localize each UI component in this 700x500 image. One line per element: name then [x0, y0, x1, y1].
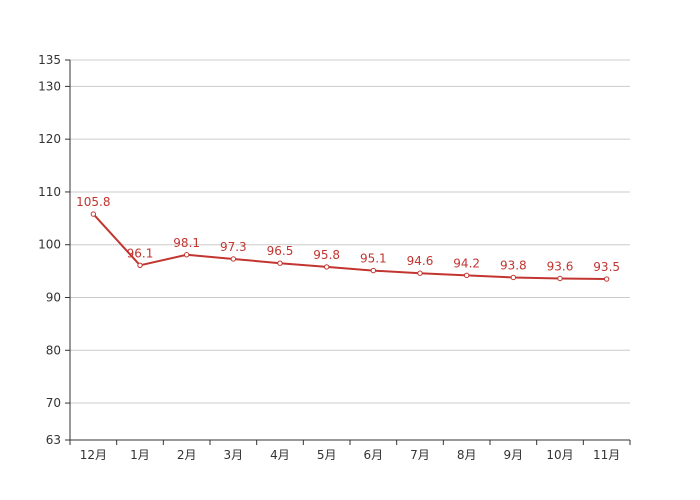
data-label: 93.8: [500, 258, 527, 272]
data-point: [557, 275, 563, 282]
data-point: [370, 267, 377, 274]
data-point: [603, 276, 610, 282]
data-point: [417, 270, 423, 276]
data-point: [277, 260, 283, 266]
y-tick-label: 120: [38, 132, 61, 146]
y-tick-label: 135: [38, 53, 61, 67]
data-point: [90, 211, 97, 217]
x-tick-label: 5月: [317, 448, 337, 462]
y-tick-label: 63: [46, 433, 61, 447]
y-tick-label: 100: [38, 238, 61, 252]
data-point: [323, 264, 330, 270]
series-line: [92, 213, 607, 281]
data-label: 98.1: [173, 236, 200, 250]
y-tick-label: 130: [38, 79, 61, 93]
data-label: 97.3: [220, 240, 247, 254]
y-tick-label: 80: [46, 343, 61, 357]
data-point: [463, 272, 470, 279]
data-label: 93.6: [547, 260, 574, 274]
data-label: 96.5: [267, 244, 294, 258]
data-label: 105.8: [76, 195, 110, 209]
data-point: [137, 262, 143, 269]
x-tick-label: 9月: [504, 448, 524, 462]
x-tick-label: 1月: [130, 448, 150, 462]
data-label: 96.1: [127, 246, 154, 260]
data-point: [183, 252, 190, 258]
x-tick-label: 8月: [457, 448, 477, 462]
data-label: 93.5: [593, 260, 620, 274]
data-label: 94.6: [407, 254, 434, 268]
y-tick-label: 90: [46, 291, 61, 305]
data-label: 95.1: [360, 252, 387, 266]
y-tick-label: 110: [38, 185, 61, 199]
data-point: [510, 274, 517, 281]
axes: 63 70 80 90 100 110 120 130 135 12月 1月 2月 3月 4月 5月 6月 7月…: [38, 53, 631, 462]
x-tick-label: 4月: [270, 448, 290, 462]
series: [90, 211, 610, 282]
x-tick-label: 12月: [80, 448, 107, 462]
data-label: 95.8: [313, 248, 340, 262]
data-labels: 105.8 96.1 98.1 97.3 96.5 95.8 95.1 94.6 94.2 93.…: [76, 195, 620, 274]
data-point: [230, 256, 237, 262]
grid-lines: [70, 59, 630, 404]
x-tick-label: 10月: [546, 448, 573, 462]
x-tick-label: 7月: [410, 448, 430, 462]
y-tick-label: 70: [46, 396, 61, 410]
data-label: 94.2: [453, 256, 480, 270]
x-tick-label: 11月: [593, 448, 620, 462]
x-tick-label: 6月: [364, 448, 384, 462]
x-tick-label: 2月: [177, 448, 197, 462]
x-tick-label: 3月: [224, 448, 244, 462]
